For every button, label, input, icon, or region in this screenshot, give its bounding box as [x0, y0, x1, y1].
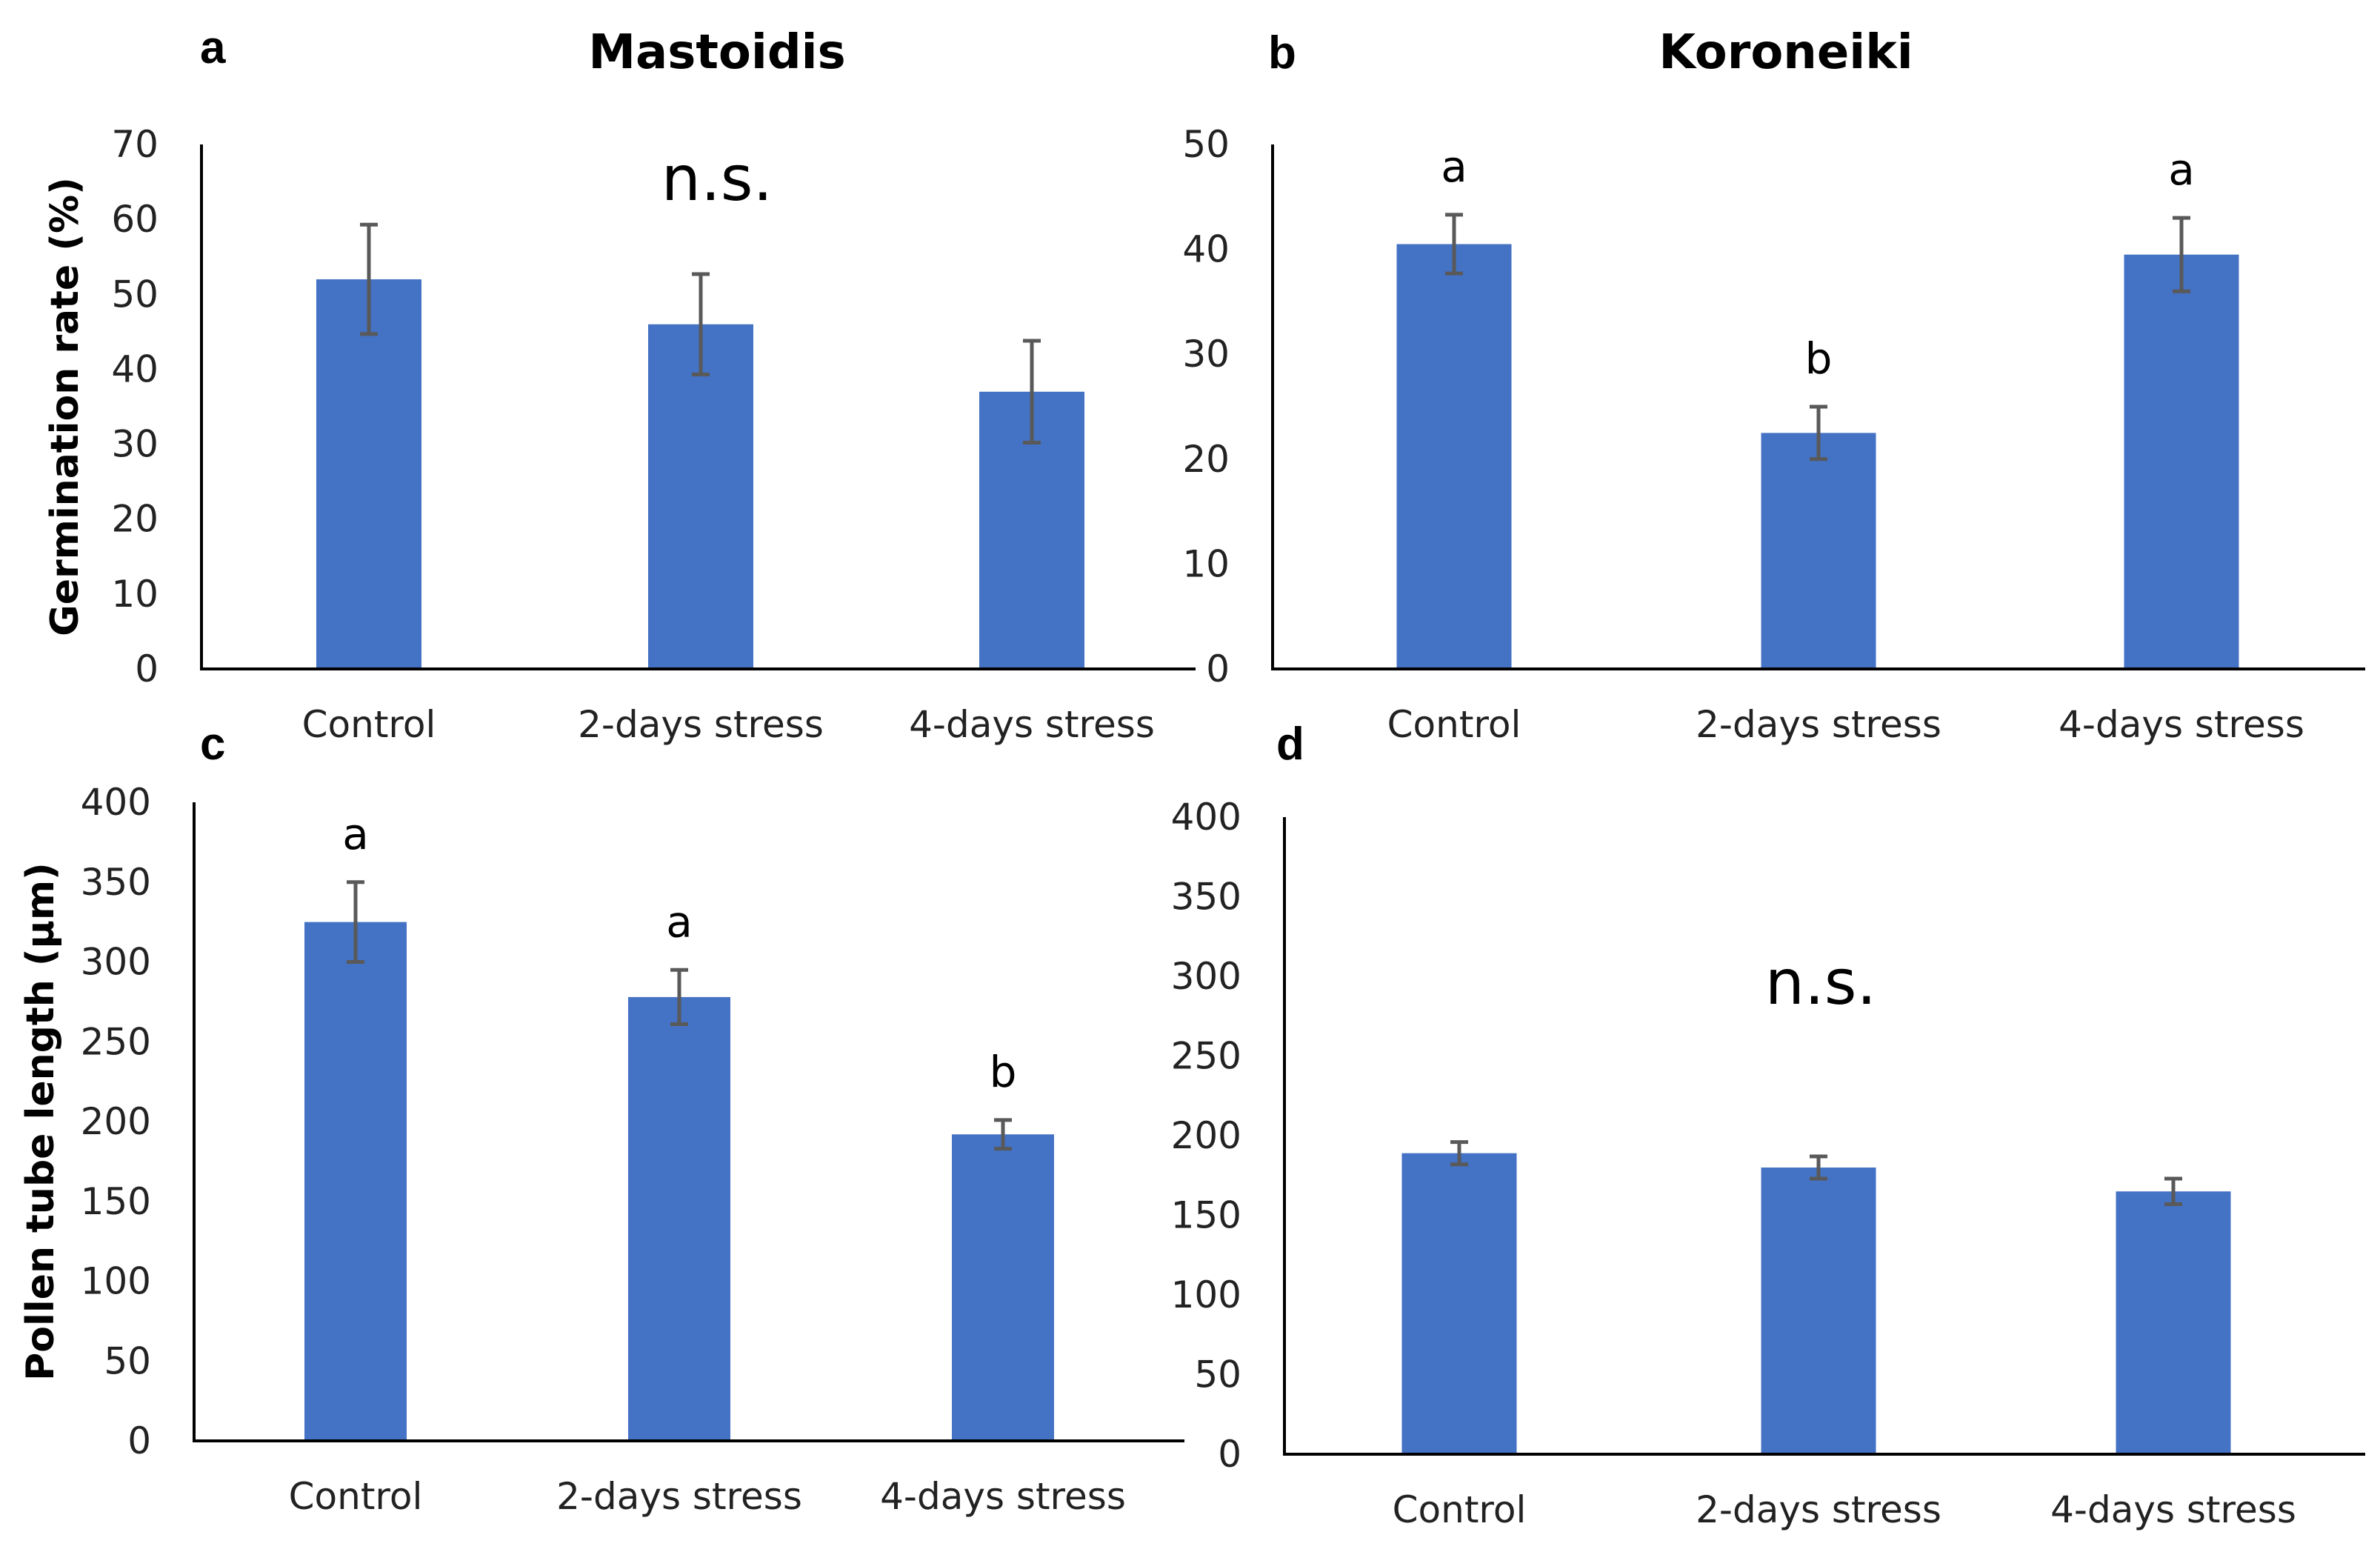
- x-tick-label: Control: [1387, 703, 1521, 746]
- x-tick-label: 4-days stress: [2050, 1488, 2296, 1531]
- y-tick-label: 100: [81, 1260, 151, 1303]
- y-tick-label: 50: [104, 1339, 151, 1382]
- y-tick-label: 50: [1194, 1353, 1241, 1396]
- bar-control: [1396, 244, 1512, 669]
- y-tick-label: 0: [135, 647, 159, 690]
- y-tick-label: 0: [1206, 647, 1230, 690]
- y-tick-label: 40: [1182, 228, 1230, 271]
- y-tick-label: 20: [1182, 438, 1230, 481]
- panel-letter: b: [1268, 27, 1296, 79]
- y-tick-label: 50: [111, 273, 159, 316]
- x-tick-label: 2-days stress: [556, 1475, 802, 1518]
- error-bar: [1450, 1140, 1468, 1167]
- y-tick-label: 250: [1171, 1035, 1241, 1078]
- bar-4-days-stress: [2116, 1191, 2231, 1454]
- y-axis-title: Pollen tube length (μm): [19, 862, 63, 1381]
- y-tick-label: 10: [1182, 542, 1230, 585]
- panel-letter: d: [1276, 719, 1304, 770]
- y-tick-label: 20: [111, 498, 159, 541]
- error-bar: [347, 880, 364, 964]
- chart-title: Mastoidis: [588, 25, 845, 80]
- y-tick-label: 60: [111, 198, 159, 241]
- panel-letter: a: [200, 22, 226, 73]
- y-tick-label: 300: [81, 941, 151, 984]
- panel-b: b Koroneiki a Control b 2-days stress a 4-days …: [1182, 25, 2365, 746]
- y-tick-label: 70: [111, 123, 159, 166]
- y-tick-label: 350: [1171, 876, 1241, 919]
- not-significant-label: n.s.: [1765, 946, 1876, 1019]
- panel-c: c Pollen tube length (μm) a Control a 2-days …: [19, 719, 1184, 1518]
- error-bar: [670, 967, 688, 1027]
- panel-a: a Mastoidis Germination rate (%) Control 2-d…: [43, 22, 1196, 746]
- x-tick-label: 4-days stress: [2059, 703, 2304, 746]
- error-bar: [2164, 1176, 2182, 1206]
- bar-control: [1401, 1153, 1517, 1454]
- y-tick-label: 400: [81, 781, 151, 824]
- error-bar: [1445, 213, 1463, 276]
- y-tick-label: 250: [81, 1020, 151, 1063]
- error-bar: [1023, 339, 1041, 445]
- error-bar: [360, 222, 378, 336]
- y-tick-label: 300: [1171, 955, 1241, 998]
- not-significant-label: n.s.: [661, 142, 773, 215]
- bar-control: [304, 922, 407, 1441]
- y-tick-label: 0: [127, 1419, 151, 1462]
- x-tick-label: Control: [289, 1475, 423, 1518]
- significance-letter: b: [990, 1047, 1017, 1097]
- y-tick-label: 0: [1218, 1433, 1241, 1476]
- bar-control: [316, 279, 421, 669]
- y-axis-title: Germination rate (%): [43, 177, 87, 636]
- y-tick-label: 10: [111, 573, 159, 616]
- bar-4-days-stress: [2124, 254, 2239, 669]
- significance-letter: b: [1805, 333, 1833, 384]
- x-tick-label: Control: [302, 703, 436, 746]
- significance-letter: a: [2168, 144, 2195, 195]
- y-tick-label: 200: [81, 1100, 151, 1143]
- y-tick-label: 150: [81, 1180, 151, 1223]
- x-tick-label: Control: [1393, 1488, 1527, 1531]
- y-tick-label: 400: [1171, 796, 1241, 839]
- y-tick-label: 30: [1182, 333, 1230, 376]
- y-tick-label: 150: [1171, 1194, 1241, 1237]
- significance-letter: a: [342, 809, 369, 859]
- significance-letter: a: [666, 896, 693, 947]
- error-bar: [2173, 216, 2190, 293]
- x-tick-label: 2-days stress: [578, 703, 824, 746]
- x-tick-label: 2-days stress: [1696, 703, 1941, 746]
- y-tick-label: 50: [1182, 123, 1230, 166]
- x-tick-label: 2-days stress: [1696, 1488, 1941, 1531]
- y-tick-label: 350: [81, 861, 151, 904]
- bar-4-days-stress: [952, 1134, 1054, 1441]
- y-tick-label: 200: [1171, 1114, 1241, 1157]
- chart-title: Koroneiki: [1659, 25, 1913, 80]
- bar-2-days-stress: [648, 324, 753, 669]
- error-bar: [692, 272, 710, 377]
- significance-letter: a: [1441, 141, 1467, 192]
- panel-letter: c: [200, 719, 225, 770]
- bar-2-days-stress: [628, 996, 730, 1441]
- x-tick-label: 4-days stress: [880, 1475, 1126, 1518]
- error-bar: [994, 1118, 1012, 1151]
- error-bar: [1810, 404, 1827, 462]
- y-tick-label: 100: [1171, 1273, 1241, 1316]
- panel-d: d Control 2-days stress 4-days stress 0 50 100…: [1171, 719, 2365, 1531]
- error-bar: [1810, 1154, 1827, 1181]
- bar-2-days-stress: [1761, 433, 1876, 669]
- y-tick-label: 40: [111, 347, 159, 390]
- bar-2-days-stress: [1761, 1168, 1876, 1454]
- x-tick-label: 4-days stress: [909, 703, 1155, 746]
- y-tick-label: 30: [111, 423, 159, 466]
